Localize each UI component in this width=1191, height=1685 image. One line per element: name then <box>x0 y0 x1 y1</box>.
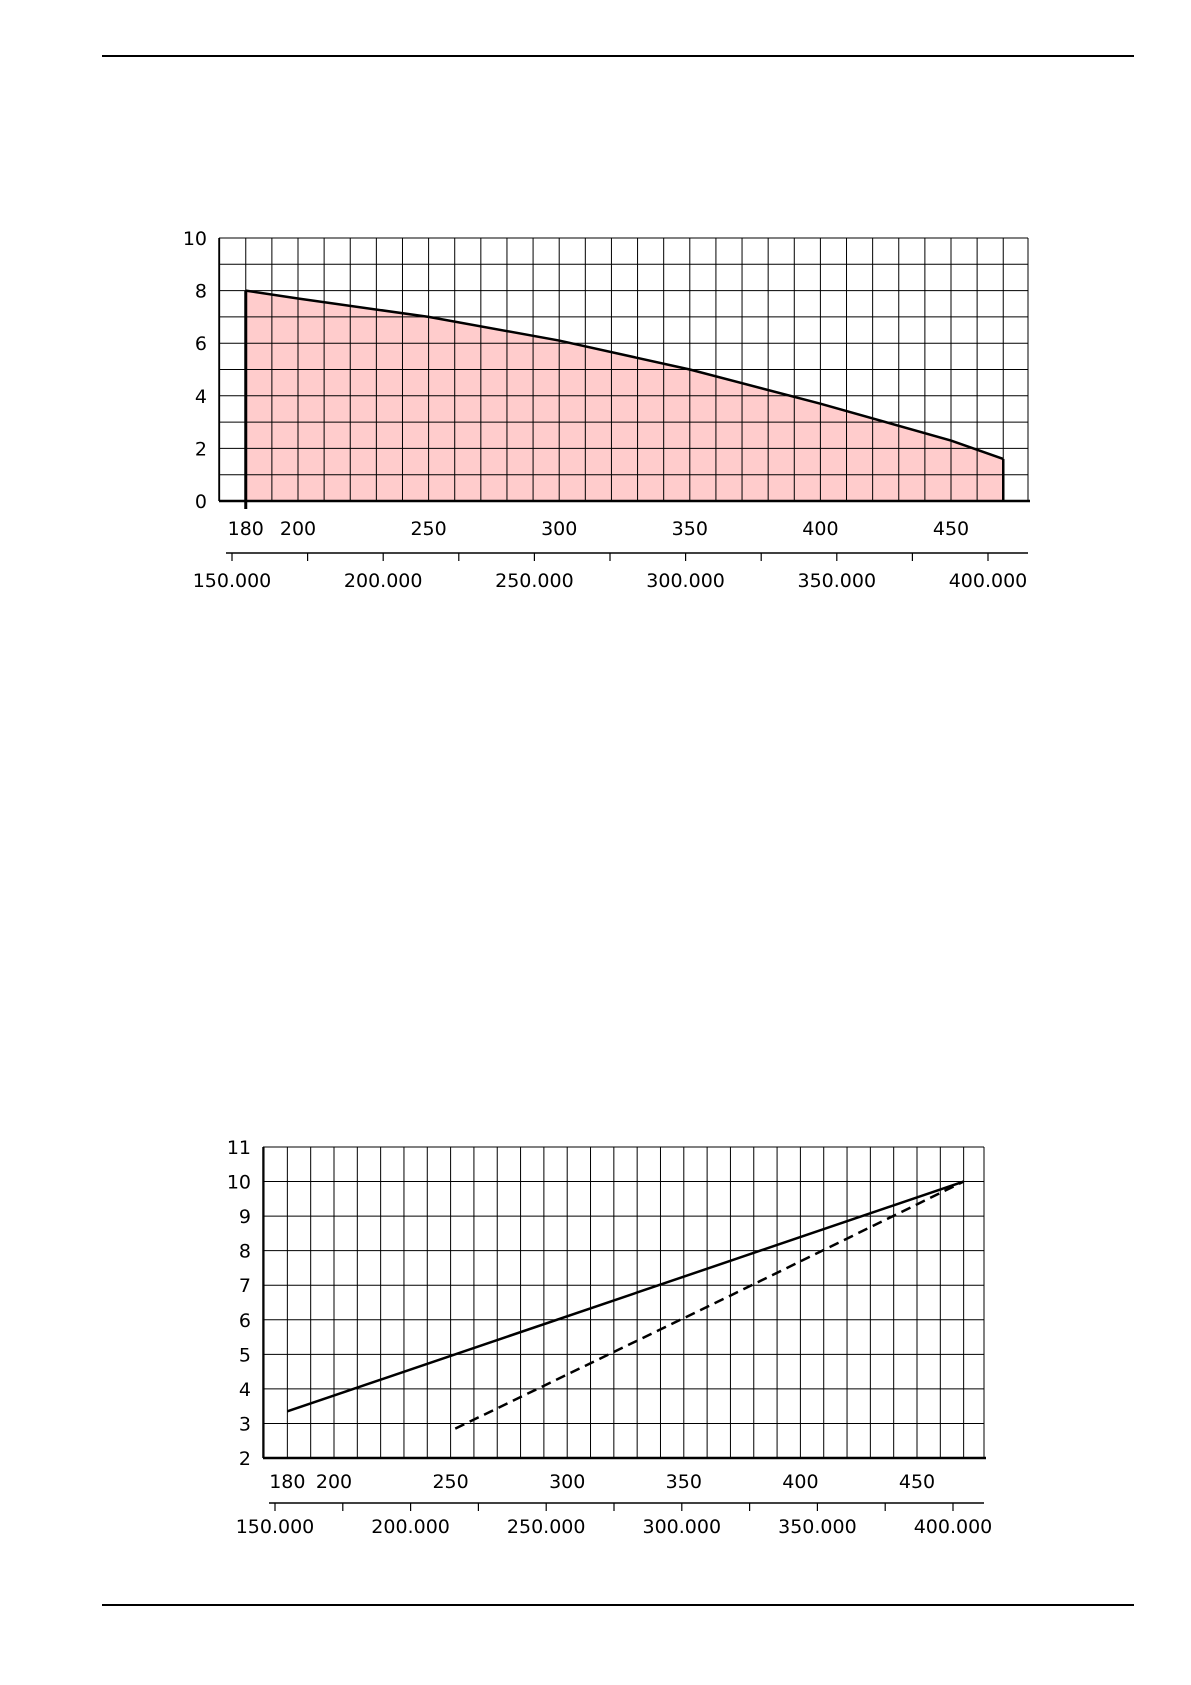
x-tick-label: 400 <box>802 518 838 540</box>
secondary-x-tick-label: 200.000 <box>371 1516 450 1538</box>
secondary-x-tick-label: 300.000 <box>643 1516 722 1538</box>
y-tick-label: 0 <box>195 491 207 513</box>
secondary-x-tick-label: 350.000 <box>798 570 877 592</box>
y-tick-label: 8 <box>195 281 207 303</box>
secondary-x-tick-label: 250.000 <box>507 1516 586 1538</box>
secondary-x-tick-label: 150.000 <box>193 570 272 592</box>
y-tick-label: 6 <box>239 1310 251 1332</box>
y-tick-label: 5 <box>239 1344 251 1366</box>
y-tick-label: 8 <box>239 1241 251 1263</box>
x-tick-label: 450 <box>933 518 969 540</box>
series-line-solid <box>286 1180 965 1413</box>
secondary-x-tick-label: 350.000 <box>778 1516 857 1538</box>
x-tick-label: 300 <box>549 1471 585 1493</box>
x-tick-label: 300 <box>541 518 577 540</box>
y-tick-label: 2 <box>195 438 207 460</box>
x-tick-label: 450 <box>899 1471 935 1493</box>
secondary-x-tick-label: 200.000 <box>344 570 423 592</box>
series-line-dashed <box>454 1180 965 1430</box>
chart-1: 0 2 4 6 8 10 180 200 250 300 350 400 450 150.000 200.0… <box>183 228 1030 592</box>
y-tick-label: 4 <box>195 386 207 408</box>
area-curve <box>245 289 1004 461</box>
secondary-x-tick-label: 250.000 <box>495 570 574 592</box>
x-tick-label: 350 <box>672 518 708 540</box>
x-tick-label: 400 <box>782 1471 818 1493</box>
x-tick-label: 180 <box>228 518 264 540</box>
chart-2: 2 3 4 5 6 7 8 9 10 11 180 200 250 300 350 400 450 150.000… <box>227 1137 992 1538</box>
secondary-x-tick-label: 400.000 <box>949 570 1028 592</box>
y-tick-label: 2 <box>239 1448 251 1470</box>
secondary-x-tick-label: 400.000 <box>914 1516 993 1538</box>
x-tick-label: 250 <box>410 518 446 540</box>
x-tick-label: 200 <box>280 518 316 540</box>
bottom-rule <box>102 1604 1134 1606</box>
y-tick-label: 4 <box>239 1379 251 1401</box>
x-tick-label: 180 <box>269 1471 305 1493</box>
grid <box>218 237 1029 502</box>
y-tick-label: 9 <box>239 1206 251 1228</box>
y-tick-label: 11 <box>227 1137 251 1159</box>
y-tick-label: 10 <box>227 1172 251 1194</box>
y-tick-label: 6 <box>195 333 207 355</box>
y-tick-label: 10 <box>183 228 207 250</box>
x-tick-label: 200 <box>316 1471 352 1493</box>
top-rule <box>102 55 1134 57</box>
secondary-x-tick-label: 150.000 <box>236 1516 315 1538</box>
secondary-x-tick-label: 300.000 <box>646 570 725 592</box>
y-tick-label: 3 <box>239 1413 251 1435</box>
y-tick-label: 7 <box>239 1275 251 1297</box>
grid <box>262 1146 985 1459</box>
x-tick-label: 250 <box>432 1471 468 1493</box>
x-tick-label: 350 <box>666 1471 702 1493</box>
